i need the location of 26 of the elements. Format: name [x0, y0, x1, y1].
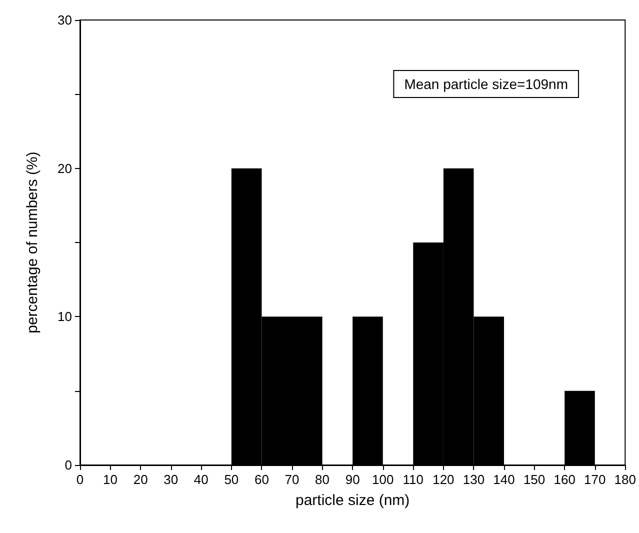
y-tick-label: 0 — [64, 458, 72, 472]
x-tick-label: 160 — [554, 472, 576, 487]
x-axis-title: particle size (nm) — [295, 492, 410, 509]
annotation: Mean particle size=109nm — [404, 76, 568, 92]
x-tick-label: 50 — [224, 472, 239, 487]
x-tick-label: 140 — [493, 472, 515, 487]
x-tick-label: 20 — [133, 472, 148, 487]
x-tick-label: 170 — [584, 472, 606, 487]
x-tick-label: 130 — [462, 472, 485, 487]
x-tick-label: 10 — [103, 472, 118, 487]
x-tick-label: 30 — [164, 472, 178, 487]
y-tick-label: 20 — [58, 160, 72, 176]
x-tick-label: 60 — [254, 472, 269, 487]
y-tick-label: 30 — [58, 12, 72, 28]
x-tick-label: 150 — [523, 472, 546, 487]
x-tick-label: 40 — [194, 472, 208, 487]
x-tick-label: 120 — [432, 472, 454, 487]
x-tick-label: 180 — [614, 472, 636, 487]
x-tick-label: 110 — [402, 472, 424, 487]
x-tick-label: 90 — [345, 472, 360, 487]
y-axis-title: percentage of numbers (%) — [24, 152, 41, 334]
x-tick-label: 70 — [284, 472, 300, 487]
x-tick-label: 100 — [372, 472, 394, 487]
x-tick-label: 0 — [76, 472, 84, 487]
y-tick-label: 10 — [58, 309, 72, 324]
x-tick-label: 80 — [315, 472, 330, 487]
